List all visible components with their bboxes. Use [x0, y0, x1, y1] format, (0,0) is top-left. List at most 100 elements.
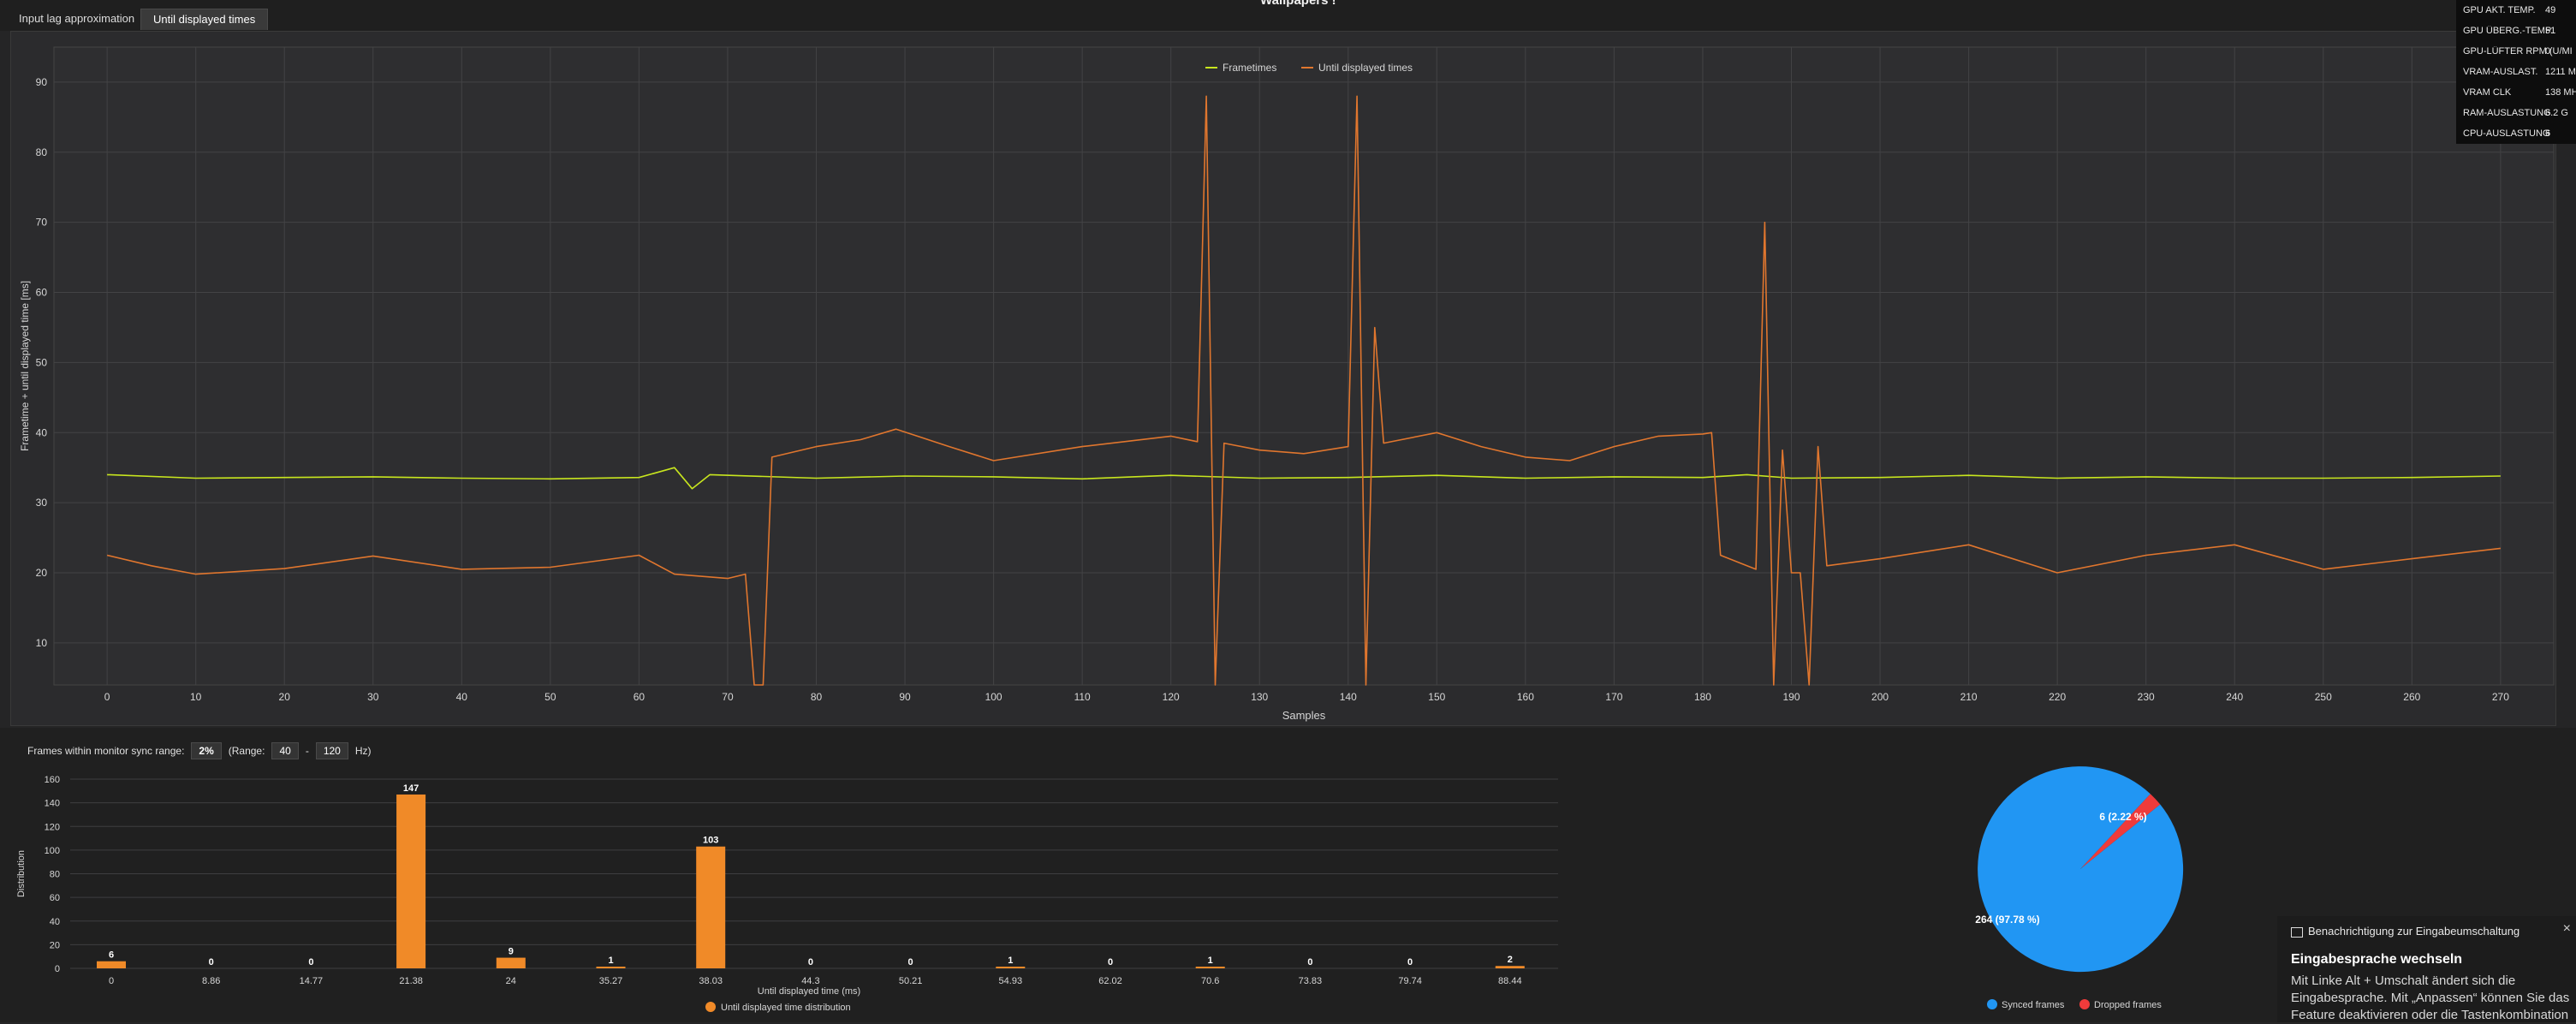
y-tick-label: 70	[36, 217, 48, 229]
x-tick-label: 10	[190, 691, 202, 703]
bar-value-label: 0	[1307, 957, 1312, 967]
legend-swatch	[705, 1002, 716, 1012]
y-tick-label: 40	[50, 917, 60, 927]
plot-area	[53, 46, 2555, 686]
osd-label: RAM-AUSLASTUNG	[2463, 108, 2551, 118]
bar-value-label: 0	[908, 957, 913, 967]
x-tick-label: 230	[2138, 691, 2155, 703]
osd-row: VRAM-AUSLAST. 1211 M	[2463, 67, 2576, 79]
y-tick-label: 160	[45, 775, 60, 785]
pie-chart: 6 (2.22 %) 264 (97.78 %) Synced frames Drop…	[1975, 766, 2184, 1010]
tab-input-lag[interactable]: Input lag approximation	[19, 12, 135, 25]
osd-value: 6.2 G	[2545, 108, 2568, 118]
pie-slice-synced	[1978, 766, 2184, 973]
x-tick-label: 8.86	[202, 976, 220, 986]
distribution-chart: 020406080100120140160Distribution6008.86…	[16, 775, 1558, 1013]
x-tick-label: 62.02	[1098, 976, 1122, 986]
x-tick-label: 210	[1960, 691, 1978, 703]
sync-range-row: Frames within monitor sync range: 2% (Ra…	[27, 741, 372, 760]
notification-toast[interactable]: Benachrichtigung zur Eingabeumschaltung …	[2277, 916, 2576, 1022]
x-tick-label: 260	[2403, 691, 2420, 703]
notification-header: Benachrichtigung zur Eingabeumschaltung	[2308, 925, 2520, 938]
y-tick-label: 60	[36, 287, 48, 299]
x-tick-label: 88.44	[1498, 976, 1522, 986]
notification-title: Eingabesprache wechseln	[2291, 952, 2463, 967]
bar-value-label: 0	[308, 957, 313, 967]
tab-bar: Input lag approximation Until displayed …	[0, 0, 2576, 31]
x-tick-label: 60	[634, 691, 645, 703]
y-tick-label: 90	[36, 76, 48, 88]
legend-label: Until displayed time distribution	[721, 1003, 851, 1013]
x-tick-label: 30	[367, 691, 379, 703]
bar-value-label: 0	[1407, 957, 1413, 967]
bar-value-label: 103	[703, 836, 718, 846]
osd-value: 49	[2545, 5, 2556, 15]
range-min-input[interactable]: 40	[271, 742, 299, 759]
x-axis-label: Until displayed time (ms)	[758, 986, 860, 997]
x-tick-label: 120	[1163, 691, 1180, 703]
y-tick-label: 60	[50, 893, 60, 903]
close-icon[interactable]: ×	[2562, 921, 2571, 936]
keyboard-icon	[2291, 926, 2303, 938]
x-tick-label: 70	[722, 691, 734, 703]
x-tick-label: 54.93	[999, 976, 1023, 986]
bar-value-label: 2	[1508, 955, 1513, 965]
notification-body: Mit Linke Alt + Umschalt ändert sich die…	[2291, 973, 2570, 1022]
x-tick-label: 150	[1428, 691, 1445, 703]
performance-overlay: GPU AKT. TEMP. 49 GPU ÜBERG.-TEMP. 51 GPU-LÜ…	[2456, 0, 2576, 144]
bar	[1195, 967, 1225, 968]
bar	[1495, 966, 1525, 968]
osd-row: GPU ÜBERG.-TEMP. 51	[2463, 26, 2576, 38]
series-line-1	[106, 95, 2501, 686]
pie-slice-dropped	[2080, 794, 2161, 869]
y-tick-label: 100	[45, 846, 60, 856]
osd-label: CPU-AUSLASTUNG	[2463, 128, 2550, 139]
sync-range-label: Frames within monitor sync range:	[27, 745, 185, 757]
app-title: Wallpapers !	[1260, 0, 1336, 8]
legend-label: Synced frames	[2002, 1000, 2065, 1010]
notification-header-row: Benachrichtigung zur Eingabeumschaltung	[2291, 925, 2519, 938]
bar	[496, 957, 526, 968]
bar-value-label: 1	[1008, 956, 1013, 966]
x-tick-label: 24	[506, 976, 516, 986]
x-tick-label: 50	[544, 691, 556, 703]
osd-row: VRAM CLK 138 MH	[2463, 87, 2576, 99]
osd-row: CPU-AUSLASTUNG 6	[2463, 128, 2576, 140]
y-tick-label: 80	[50, 870, 60, 880]
pie-label-synced: 264 (97.78 %)	[1975, 914, 2039, 926]
x-tick-label: 44.3	[801, 976, 819, 986]
tab-until-displayed[interactable]: Until displayed times	[140, 9, 269, 30]
x-tick-label: 100	[985, 691, 1002, 703]
y-tick-label: 50	[36, 356, 48, 368]
y-tick-label: 10	[36, 637, 48, 649]
range-max-input[interactable]: 120	[315, 742, 348, 759]
osd-row: RAM-AUSLASTUNG 6.2 G	[2463, 108, 2576, 120]
x-tick-label: 170	[1605, 691, 1622, 703]
x-tick-label: 50.21	[899, 976, 923, 986]
bar-value-label: 1	[608, 956, 613, 966]
y-tick-label: 0	[55, 964, 60, 974]
sync-percent: 2%	[191, 742, 222, 759]
x-tick-label: 240	[2226, 691, 2243, 703]
x-tick-label: 21.38	[399, 976, 423, 986]
range-unit: Hz)	[354, 745, 372, 757]
y-tick-label: 20	[50, 940, 60, 950]
series-line-0	[107, 467, 2501, 490]
bar	[97, 961, 126, 968]
osd-label: VRAM-AUSLAST.	[2463, 67, 2538, 77]
pie-label-dropped: 6 (2.22 %)	[2099, 811, 2146, 823]
legend-swatch	[2079, 999, 2090, 1009]
bar-value-label: 147	[403, 783, 419, 794]
osd-row: GPU AKT. TEMP. 49	[2463, 5, 2576, 17]
bar-value-label: 9	[509, 947, 514, 957]
y-tick-label: 140	[45, 799, 60, 809]
y-tick-label: 40	[36, 426, 48, 438]
x-tick-label: 130	[1251, 691, 1268, 703]
x-tick-label: 250	[2315, 691, 2332, 703]
y-tick-label: 20	[36, 567, 48, 579]
x-tick-label: 220	[2049, 691, 2066, 703]
x-tick-label: 40	[456, 691, 468, 703]
osd-value: 138 MH	[2545, 87, 2576, 98]
x-tick-label: 190	[1782, 691, 1800, 703]
bar	[396, 794, 426, 968]
